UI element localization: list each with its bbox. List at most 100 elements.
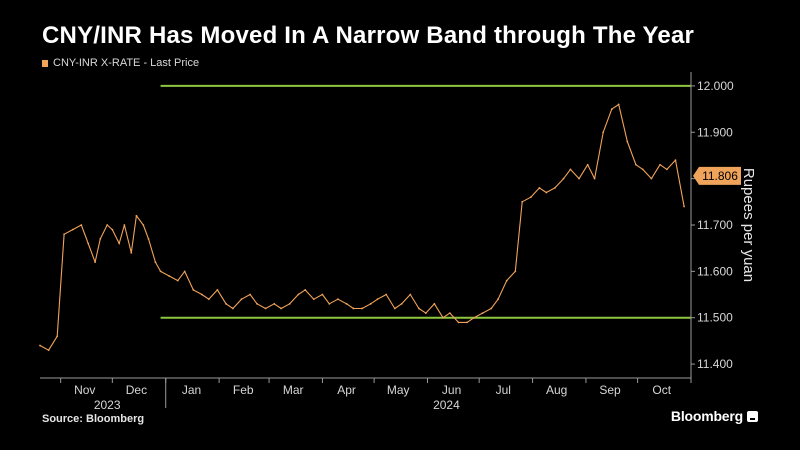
data-point xyxy=(168,275,171,277)
data-point xyxy=(641,168,644,171)
data-point xyxy=(39,344,41,347)
data-point xyxy=(142,224,145,226)
source-note: Source: Bloomberg xyxy=(42,413,145,425)
data-point xyxy=(634,163,637,166)
legend-swatch xyxy=(42,59,48,67)
data-point xyxy=(665,168,668,171)
data-point xyxy=(47,349,50,352)
data-point xyxy=(473,316,475,319)
data-point xyxy=(183,270,186,273)
x-tick-label: Jul xyxy=(496,383,511,397)
data-point xyxy=(312,298,315,301)
data-point xyxy=(80,224,83,226)
legend: CNY-INR X-RATE - Last Price xyxy=(42,57,199,69)
bloomberg-icon xyxy=(747,410,758,422)
data-point xyxy=(424,312,427,314)
data-point xyxy=(409,293,412,296)
last-value-label: 11.806 xyxy=(702,169,738,183)
x-tick-label: Sep xyxy=(599,383,621,397)
y-axis-label: Rupees per yuan xyxy=(740,168,757,282)
data-point xyxy=(586,163,589,166)
data-point xyxy=(273,302,276,305)
data-point xyxy=(448,312,451,314)
data-point xyxy=(200,293,203,296)
data-point xyxy=(659,163,661,166)
data-point xyxy=(216,289,219,291)
data-point xyxy=(674,159,677,161)
x-tick-label: Dec xyxy=(126,383,147,397)
data-point xyxy=(71,228,74,231)
data-point xyxy=(176,279,179,282)
data-point xyxy=(554,187,556,189)
data-point xyxy=(225,302,227,305)
data-point xyxy=(297,293,300,296)
data-point xyxy=(569,168,572,171)
x-tick-label: Apr xyxy=(337,383,356,397)
data-point xyxy=(123,224,126,226)
data-point xyxy=(328,302,331,305)
data-point xyxy=(650,177,653,180)
data-point xyxy=(626,140,629,143)
data-point xyxy=(514,270,517,273)
data-point xyxy=(529,196,532,199)
data-point xyxy=(288,302,291,305)
data-point xyxy=(87,242,90,245)
data-point xyxy=(352,307,355,310)
x-tick-label: May xyxy=(387,383,410,397)
x-tick-label: Aug xyxy=(546,383,567,397)
chart-title: CNY/INR Has Moved In A Narrow Band throu… xyxy=(42,22,695,49)
data-point xyxy=(602,131,605,134)
y-tick-label: 11.900 xyxy=(697,125,733,139)
data-point xyxy=(135,214,138,217)
data-point xyxy=(99,238,102,240)
legend-label: CNY-INR X-RATE - Last Price xyxy=(53,57,200,69)
year-label: 2023 xyxy=(94,398,121,412)
data-point xyxy=(337,298,339,301)
year-label: 2024 xyxy=(433,398,460,412)
data-point xyxy=(521,200,524,203)
data-point xyxy=(256,302,258,305)
data-point xyxy=(280,307,283,310)
data-point xyxy=(106,224,109,226)
data-point xyxy=(538,187,541,189)
data-point xyxy=(159,270,162,273)
data-point xyxy=(264,307,267,310)
data-point xyxy=(304,289,307,291)
data-point xyxy=(130,251,133,254)
data-point xyxy=(192,289,195,291)
data-point xyxy=(400,302,403,305)
data-point xyxy=(231,307,234,310)
y-tick-label: 11.700 xyxy=(697,218,733,232)
x-tick-label: Mar xyxy=(283,383,304,397)
axes xyxy=(40,72,692,379)
y-tick-label: 11.500 xyxy=(697,311,733,325)
data-point xyxy=(207,298,210,301)
data-point xyxy=(147,238,150,240)
data-point xyxy=(457,321,460,324)
data-point xyxy=(118,242,121,245)
data-point xyxy=(545,191,548,194)
data-point xyxy=(249,293,252,296)
series-line-0 xyxy=(39,103,685,351)
brand-text: Bloomberg xyxy=(670,408,743,424)
data-point xyxy=(593,177,596,180)
data-point xyxy=(385,293,388,296)
data-point xyxy=(466,321,469,324)
data-point xyxy=(369,302,372,305)
x-tick-label: Jun xyxy=(442,383,461,397)
data-point xyxy=(111,228,114,231)
data-point xyxy=(497,298,500,301)
x-tick-label: Jan xyxy=(182,383,201,397)
x-tick-label: Oct xyxy=(652,383,671,397)
data-point xyxy=(610,108,613,110)
y-tick-label: 11.600 xyxy=(697,264,733,278)
data-point xyxy=(63,233,66,236)
y-ticks: 12.00011.90011.80011.70011.60011.50011.4… xyxy=(691,79,734,371)
data-point xyxy=(481,312,484,314)
x-tick-label: Feb xyxy=(233,383,254,397)
y-tick-label: 11.400 xyxy=(697,357,733,371)
last-value-badge xyxy=(693,166,741,185)
bloomberg-logo: Bloomberg xyxy=(671,408,758,424)
data-point xyxy=(433,302,436,305)
